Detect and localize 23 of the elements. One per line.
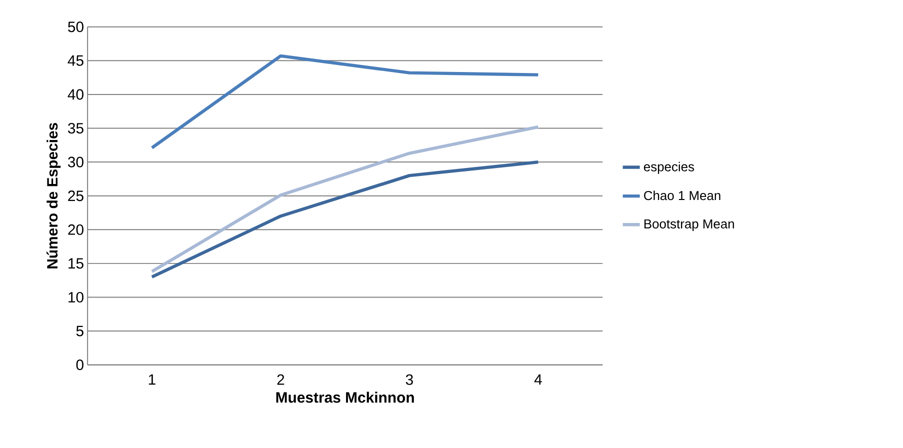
y-tick-label: 5: [76, 326, 84, 336]
x-tick-label: 4: [534, 374, 542, 385]
x-tick-label: 1: [148, 374, 156, 385]
line-series: [150, 54, 540, 150]
y-tick-label: 30: [68, 156, 84, 168]
y-tick-label: 20: [68, 224, 84, 235]
line-series: [150, 125, 540, 274]
legend-label: especies: [644, 162, 694, 174]
x-tick-label: 3: [406, 374, 413, 385]
y-tick-label: 15: [68, 258, 84, 269]
y-tick-label: 50: [68, 22, 84, 32]
legend-label: Bootstrap Mean: [644, 219, 734, 232]
y-tick-label: 25: [68, 190, 84, 202]
y-tick-label: 10: [68, 292, 84, 303]
y-tick-label: 40: [68, 89, 84, 100]
line-series: [150, 160, 540, 279]
legend-label: Chao 1 Mean: [644, 190, 720, 200]
y-tick-label: 0: [76, 360, 84, 370]
y-tick-label: 35: [68, 122, 84, 134]
y-axis-title: Número de Especies: [46, 122, 61, 268]
x-tick-label: 2: [277, 374, 284, 385]
x-axis-title: Muestras Mckinnon: [276, 392, 414, 403]
y-tick-label: 45: [68, 55, 84, 66]
